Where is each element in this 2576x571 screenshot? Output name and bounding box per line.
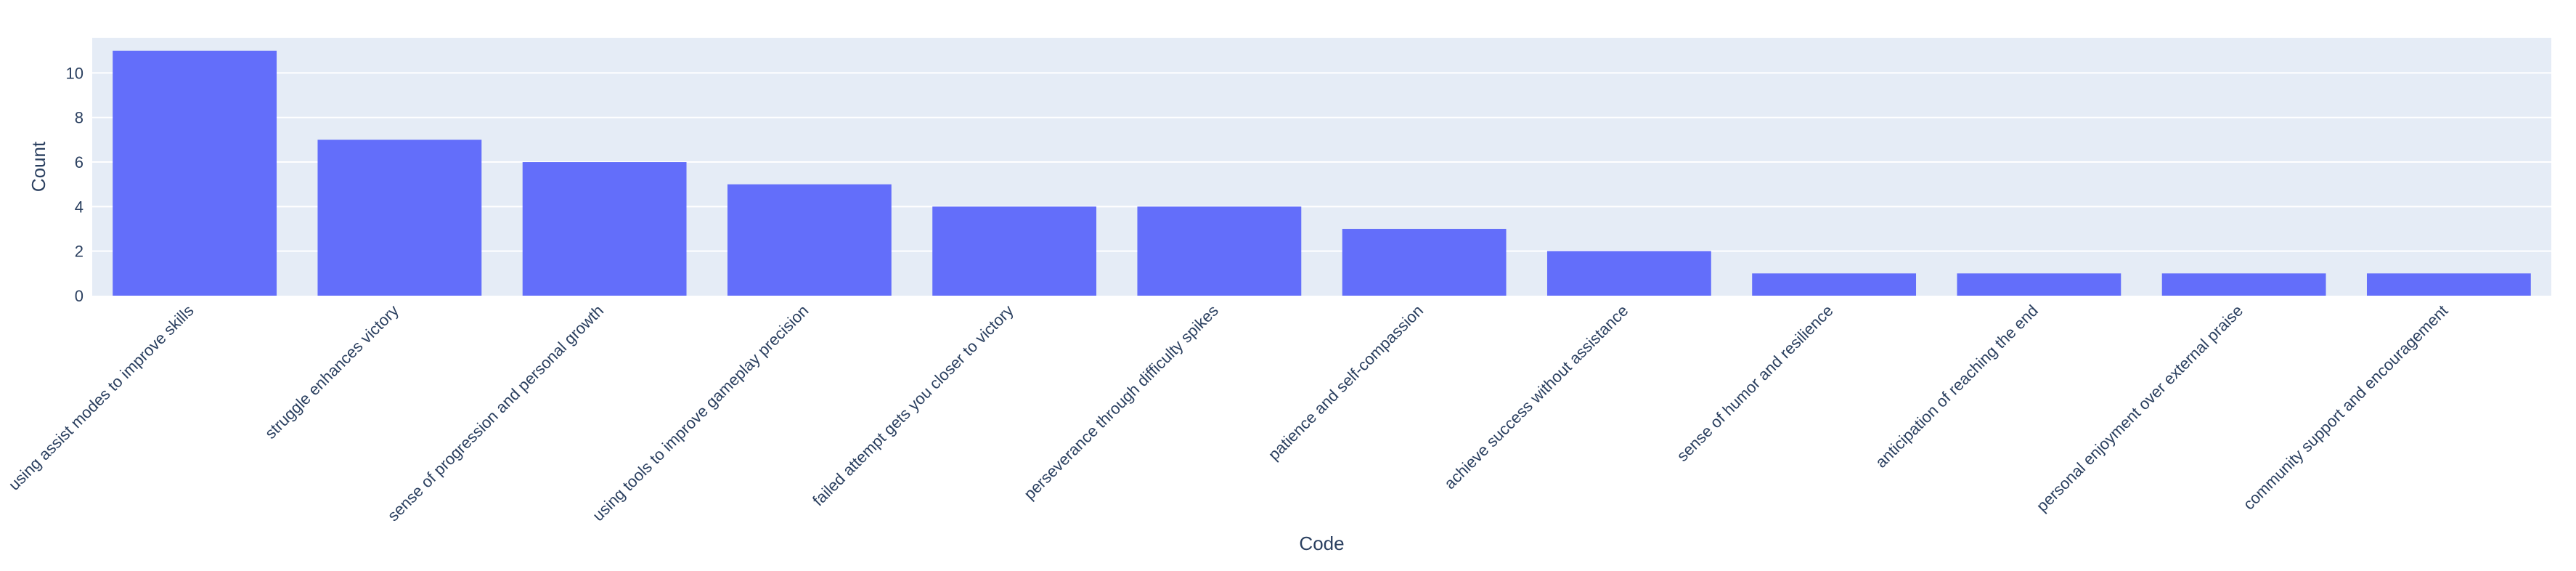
x-tick-label: anticipation of reaching the end xyxy=(1872,301,2042,471)
x-tick-label: community support and encouragement xyxy=(2240,301,2452,514)
bar xyxy=(522,162,687,296)
x-tick-label: sense of progression and personal growth xyxy=(384,301,607,525)
y-tick-label: 8 xyxy=(75,109,83,127)
bar xyxy=(1957,273,2121,296)
x-axis-title: Code xyxy=(1299,532,1344,554)
y-tick-label: 0 xyxy=(75,287,83,305)
bar xyxy=(113,50,277,296)
bar xyxy=(1752,273,1917,296)
y-tick-labels: 0 2 4 6 8 10 xyxy=(66,64,83,305)
bar xyxy=(1342,229,1507,296)
bar xyxy=(1137,206,1302,296)
bar xyxy=(317,139,482,296)
y-tick-label: 4 xyxy=(75,198,83,216)
bar xyxy=(2366,273,2531,296)
bar xyxy=(1546,251,1711,296)
x-tick-label: achieve success without assistance xyxy=(1440,301,1631,493)
bar xyxy=(727,184,892,296)
x-tick-labels: using assist modes to improve skills stru… xyxy=(5,301,2452,525)
bar xyxy=(932,206,1097,296)
x-tick-label: perseverance through difficulty spikes xyxy=(1020,301,1222,503)
bars xyxy=(113,50,2531,296)
x-tick-label: patience and self-compassion xyxy=(1265,301,1427,463)
y-tick-label: 2 xyxy=(75,243,83,261)
plot-background xyxy=(92,38,2551,296)
x-tick-label: using assist modes to improve skills xyxy=(5,301,197,494)
y-axis-title: Count xyxy=(28,141,49,192)
y-tick-label: 6 xyxy=(75,153,83,171)
x-tick-label: using tools to improve gameplay precisio… xyxy=(589,301,812,525)
x-tick-label: failed attempt gets you closer to victor… xyxy=(809,301,1017,510)
x-tick-label: sense of humor and resilience xyxy=(1673,301,1836,465)
x-tick-label: personal enjoyment over external praise xyxy=(2033,301,2246,515)
y-tick-label: 10 xyxy=(66,64,83,82)
x-tick-label: struggle enhances victory xyxy=(261,301,402,442)
bar xyxy=(2161,273,2326,296)
gridlines xyxy=(92,72,2551,252)
